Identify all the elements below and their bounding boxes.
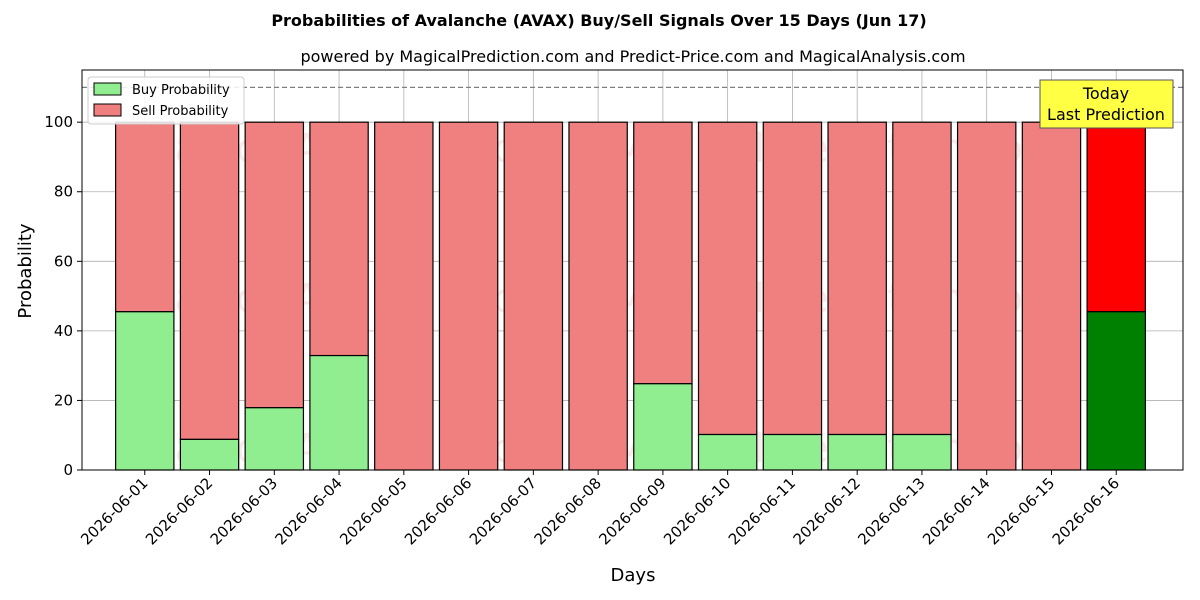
y-axis-ticks: 0 20 40 60 80 100	[44, 113, 82, 479]
chart-title: Probabilities of Avalanche (AVAX) Buy/Se…	[271, 11, 926, 30]
bar-sell	[568, 121, 628, 471]
x-tick-label: 2026-06-11	[725, 474, 799, 548]
x-tick-label: 2026-06-06	[401, 474, 475, 548]
today-annotation: Today Last Prediction	[1039, 79, 1174, 129]
legend-label-buy: Buy Probability	[132, 83, 230, 98]
bar-buy	[179, 438, 240, 471]
legend: Buy Probability Sell Probability	[87, 76, 245, 125]
x-axis-label: Days	[611, 565, 656, 586]
y-tick-label: 0	[63, 461, 73, 479]
x-tick-label: 2026-06-05	[336, 474, 410, 548]
today-annotation-line2: Last Prediction	[1047, 105, 1165, 124]
bar-buy	[762, 433, 823, 471]
bar-buy	[244, 407, 305, 471]
x-tick-label: 2026-06-10	[660, 474, 734, 548]
chart-subtitle: powered by MagicalPrediction.com and Pre…	[300, 47, 965, 66]
bar-sell	[633, 121, 693, 385]
bar-sell	[762, 121, 823, 436]
x-tick-label: 2026-06-02	[142, 474, 216, 548]
y-tick-label: 40	[54, 322, 73, 340]
x-tick-label: 2026-06-12	[790, 474, 864, 548]
legend-swatch-sell	[93, 103, 122, 117]
bar-sell	[244, 121, 305, 409]
x-tick-label: 2026-06-01	[77, 474, 151, 548]
bar-buy	[309, 354, 369, 471]
y-tick-label: 60	[54, 252, 73, 270]
bar-sell	[503, 121, 564, 471]
x-tick-label: 2026-06-14	[919, 474, 993, 548]
y-tick-label: 80	[54, 183, 73, 201]
today-annotation-box	[1039, 79, 1174, 129]
bar-sell	[892, 121, 952, 436]
y-axis-label: Probability	[15, 223, 36, 318]
x-tick-label: 2026-06-08	[531, 474, 605, 548]
y-tick-label: 100	[44, 113, 73, 131]
x-tick-label: 2026-06-04	[272, 474, 346, 548]
bar-buy	[892, 433, 952, 471]
bar-sell	[374, 121, 434, 471]
today-annotation-line1: Today	[1082, 84, 1129, 103]
bar-buy	[697, 433, 758, 471]
legend-label-sell: Sell Probability	[132, 104, 229, 119]
bar-sell	[179, 121, 240, 440]
x-tick-label: 2026-06-13	[854, 474, 928, 548]
bar-sell	[1086, 121, 1146, 313]
bar-sell	[827, 121, 887, 436]
bar-sell	[115, 121, 175, 313]
x-tick-label: 2026-06-16	[1049, 474, 1123, 548]
bar-sell	[1021, 121, 1082, 471]
legend-swatch-buy	[93, 82, 122, 96]
bar-buy	[1086, 311, 1146, 471]
bar-buy	[115, 311, 175, 471]
bar-buy	[633, 383, 693, 471]
x-tick-label: 2026-06-03	[207, 474, 281, 548]
legend-box	[87, 76, 245, 125]
bar-buy	[827, 433, 887, 471]
x-tick-label: 2026-06-15	[984, 474, 1058, 548]
bar-sell	[438, 121, 499, 471]
y-tick-label: 20	[54, 391, 73, 409]
x-axis-ticks: 2026-06-012026-06-022026-06-032026-06-04…	[77, 470, 1123, 548]
bars-layer	[115, 121, 1146, 471]
x-tick-label: 2026-06-07	[466, 474, 540, 548]
x-tick-label: 2026-06-09	[595, 474, 669, 548]
bar-sell	[309, 121, 369, 357]
bar-sell	[697, 121, 758, 436]
bar-sell	[956, 121, 1017, 471]
plot-frame	[81, 69, 1184, 471]
